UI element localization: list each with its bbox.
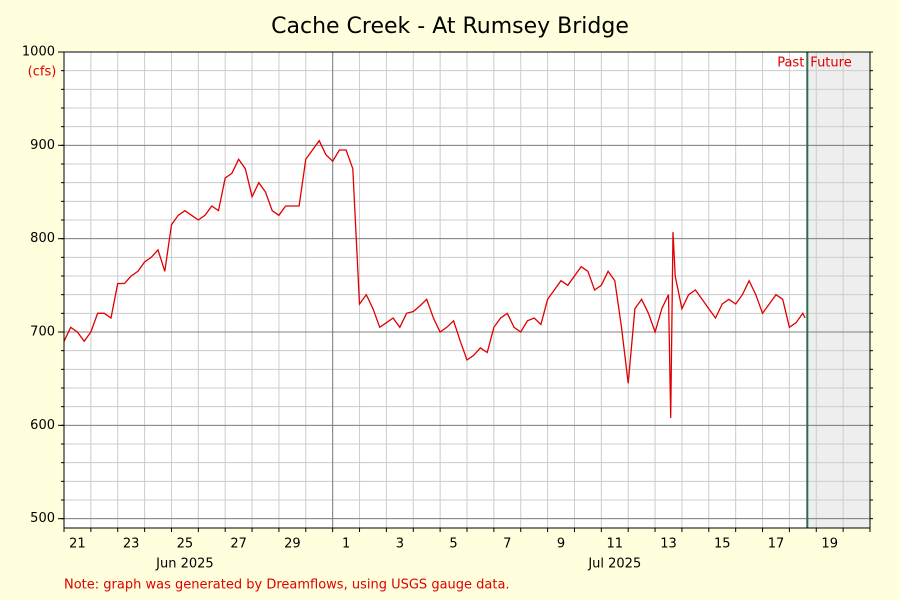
future-region <box>807 52 870 528</box>
x-tick-label: 17 <box>768 537 785 552</box>
y-tick-label: 500 <box>30 511 55 526</box>
y-tick-label: 800 <box>30 231 55 246</box>
x-tick-label: 11 <box>606 537 623 552</box>
x-tick-label: 19 <box>821 537 838 552</box>
x-tick-label: 9 <box>557 537 565 552</box>
x-tick-label: 13 <box>660 537 677 552</box>
future-label: Future <box>810 56 851 71</box>
x-tick-label: 29 <box>284 537 301 552</box>
x-tick-label: 5 <box>449 537 457 552</box>
past-label: Past <box>777 56 804 71</box>
y-tick-label: 1000 <box>22 45 55 60</box>
chart-title: Cache Creek - At Rumsey Bridge <box>271 14 629 39</box>
plot-border <box>63 51 871 529</box>
x-tick-label: 3 <box>396 537 404 552</box>
x-tick-label: 7 <box>503 537 511 552</box>
x-tick-label: 21 <box>69 537 86 552</box>
note: Note: graph was generated by Dreamflows,… <box>64 578 510 593</box>
y-axis-label: (cfs) <box>28 65 57 80</box>
y-tick-label: 600 <box>30 418 55 433</box>
month-label: Jul 2025 <box>587 557 641 572</box>
y-tick-label: 700 <box>30 325 55 340</box>
x-tick-label: 25 <box>177 537 194 552</box>
flow-line <box>63 139 806 418</box>
x-tick-label: 27 <box>230 537 247 552</box>
x-tick-label: 15 <box>714 537 731 552</box>
x-tick-label: 23 <box>123 537 140 552</box>
month-label: Jun 2025 <box>155 557 214 572</box>
x-tick-label: 1 <box>342 537 350 552</box>
y-tick-label: 900 <box>30 138 55 153</box>
